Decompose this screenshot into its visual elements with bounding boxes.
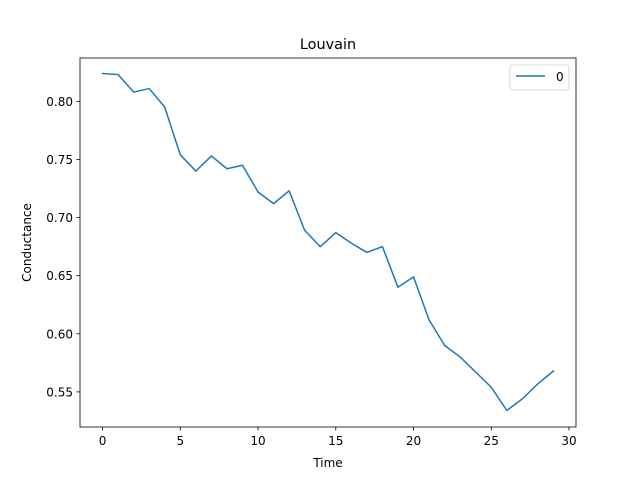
x-tick-label: 30	[561, 434, 576, 448]
x-axis-label: Time	[312, 456, 342, 470]
x-tick-label: 5	[176, 434, 184, 448]
legend-label: 0	[556, 70, 564, 84]
x-tick-label: 15	[328, 434, 343, 448]
x-axis-ticks: 0 5 10 15 20 25 30	[99, 427, 577, 448]
y-axis-ticks: 0.55 0.60 0.65 0.70 0.75 0.80	[46, 95, 80, 399]
y-tick-label: 0.65	[46, 269, 73, 283]
y-tick-label: 0.55	[46, 385, 73, 399]
chart-title: Louvain	[300, 37, 356, 53]
y-tick-label: 0.80	[46, 95, 73, 109]
y-axis-label: Conductance	[20, 203, 34, 282]
legend-box	[509, 64, 570, 91]
x-tick-label: 20	[406, 434, 421, 448]
y-tick-label: 0.60	[46, 327, 73, 341]
x-tick-label: 10	[250, 434, 265, 448]
x-tick-label: 0	[99, 434, 107, 448]
y-tick-label: 0.70	[46, 211, 73, 225]
legend: 0	[509, 64, 570, 91]
y-tick-label: 0.75	[46, 153, 73, 167]
x-tick-label: 25	[484, 434, 499, 448]
plot-lines	[101, 72, 555, 412]
series-line-0	[101, 72, 555, 412]
plot-area-frame	[79, 57, 577, 428]
